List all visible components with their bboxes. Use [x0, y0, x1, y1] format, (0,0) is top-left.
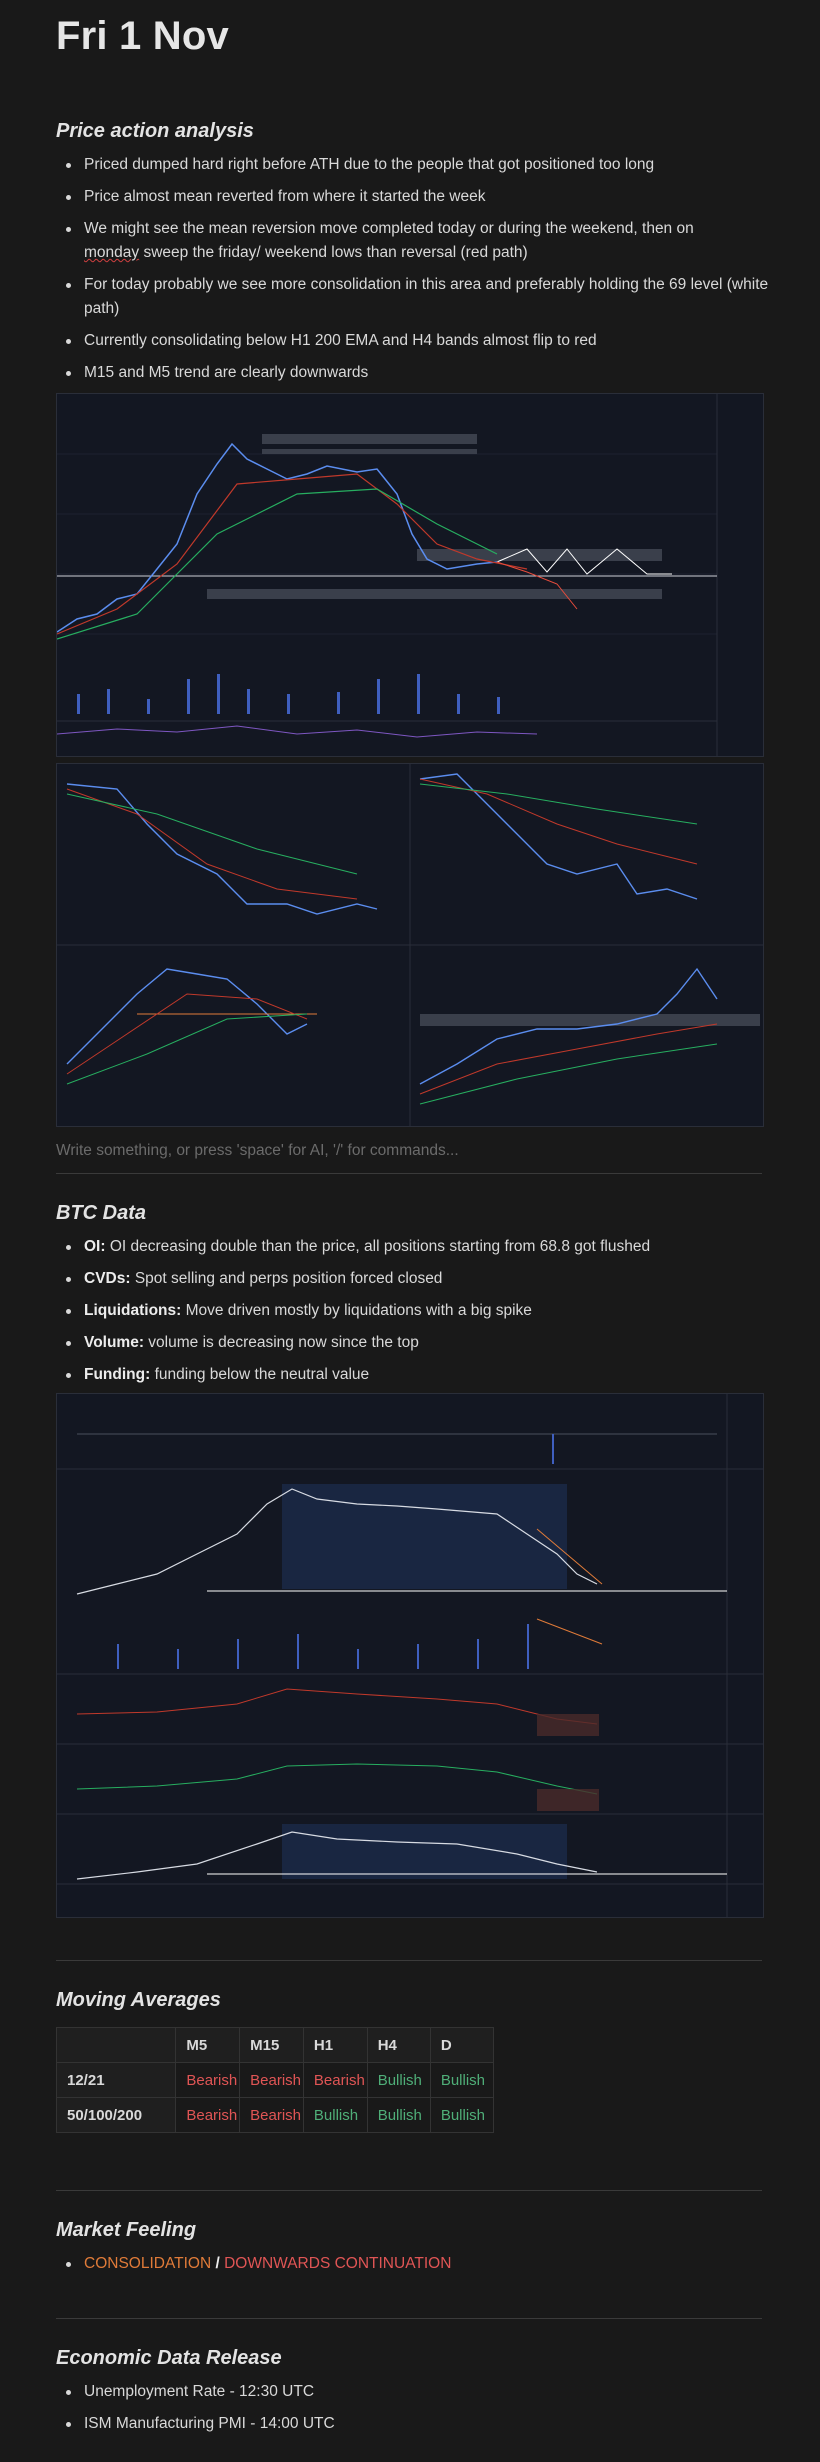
list-item: For today probably we see more consolida… — [66, 273, 774, 321]
btc-data-chart-image[interactable] — [56, 1393, 764, 1918]
heading-btc-data: BTC Data — [56, 1202, 147, 1224]
heading-market-feeling: Market Feeling — [56, 2219, 197, 2241]
editor-placeholder[interactable]: Write something, or press 'space' for AI… — [56, 1142, 459, 1159]
btc-h1-chart-image[interactable] — [56, 393, 764, 757]
row-label: 12/21 — [55, 2062, 177, 2098]
list-item: M15 and M5 trend are clearly downwards — [66, 361, 774, 385]
table-row: 50/100/200 Bearish Bearish Bullish Bulli… — [55, 2097, 495, 2133]
list-item: OI: OI decreasing double than the price,… — [66, 1235, 774, 1259]
divider — [56, 2318, 762, 2319]
list-item: Volume: volume is decreasing now since t… — [66, 1331, 774, 1355]
table-cell: Bullish — [429, 2062, 495, 2098]
item-text: OI decreasing double than the price, all… — [105, 1238, 651, 1255]
row-label: 50/100/200 — [55, 2097, 177, 2133]
table-row: 12/21 Bearish Bearish Bearish Bullish Bu… — [55, 2062, 495, 2098]
list-item: Funding: funding below the neutral value — [66, 1363, 774, 1387]
list-item: Priced dumped hard right before ATH due … — [66, 153, 774, 177]
divider — [56, 2190, 762, 2191]
table-header-cell: M15 — [239, 2027, 304, 2063]
economic-data-list: Unemployment Rate - 12:30 UTC ISM Manufa… — [56, 2380, 774, 2444]
market-feeling-list: CONSOLIDATION / DOWNWARDS CONTINUATION — [56, 2252, 774, 2284]
heading-economic-data: Economic Data Release — [56, 2347, 282, 2369]
chart-graphic — [57, 764, 763, 1126]
list-item: Unemployment Rate - 12:30 UTC — [66, 2380, 774, 2404]
item-label: CVDs: — [84, 1270, 131, 1287]
table-cell: Bearish — [239, 2097, 304, 2133]
feeling-downwards: DOWNWARDS CONTINUATION — [224, 2255, 452, 2272]
table-cell: Bearish — [175, 2097, 241, 2133]
table-cell: Bearish — [175, 2062, 241, 2098]
list-item: Currently consolidating below H1 200 EMA… — [66, 329, 774, 353]
list-item-text: We might see the mean reversion move com… — [84, 220, 694, 237]
misspelled-word: monday — [84, 244, 140, 261]
divider — [56, 1960, 762, 1961]
table-cell: Bearish — [302, 2062, 368, 2098]
table-header-cell: H4 — [366, 2027, 431, 2063]
item-text: funding below the neutral value — [150, 1366, 370, 1383]
table-cell: Bullish — [366, 2062, 431, 2098]
list-item: CONSOLIDATION / DOWNWARDS CONTINUATION — [66, 2252, 774, 2276]
chart-graphic — [57, 394, 718, 756]
table-header-cell: H1 — [302, 2027, 368, 2063]
price-action-list: Priced dumped hard right before ATH due … — [56, 153, 774, 393]
moving-averages-table: M5 M15 H1 H4 D 12/21 Bearish Bearish Bea… — [55, 2027, 495, 2133]
heading-price-action: Price action analysis — [56, 120, 254, 142]
table-cell: Bullish — [429, 2097, 495, 2133]
item-text: Move driven mostly by liquidations with … — [181, 1302, 532, 1319]
table-header-row: M5 M15 H1 H4 D — [55, 2027, 495, 2063]
list-item: Liquidations: Move driven mostly by liqu… — [66, 1299, 774, 1323]
table-header-cell: D — [429, 2027, 495, 2063]
table-header-cell — [55, 2027, 177, 2063]
table-cell: Bullish — [366, 2097, 431, 2133]
divider — [56, 1173, 762, 1174]
list-item: CVDs: Spot selling and perps position fo… — [66, 1267, 774, 1291]
feeling-separator: / — [211, 2255, 225, 2272]
item-label: Funding: — [84, 1366, 151, 1383]
heading-moving-averages: Moving Averages — [56, 1989, 221, 2011]
table-cell: Bearish — [239, 2062, 304, 2098]
btc-multi-timeframe-chart-image[interactable] — [56, 763, 764, 1127]
feeling-consolidation: CONSOLIDATION — [84, 2255, 212, 2272]
chart-graphic — [57, 1394, 763, 1917]
list-item: We might see the mean reversion move com… — [66, 217, 774, 265]
list-item-text: sweep the friday/ weekend lows than reve… — [139, 244, 528, 261]
list-item: ISM Manufacturing PMI - 14:00 UTC — [66, 2412, 774, 2436]
item-text: volume is decreasing now since the top — [144, 1334, 419, 1351]
item-label: OI: — [84, 1238, 106, 1255]
table-header-cell: M5 — [175, 2027, 241, 2063]
list-item: Price almost mean reverted from where it… — [66, 185, 774, 209]
btc-data-list: OI: OI decreasing double than the price,… — [56, 1235, 774, 1395]
item-text: Spot selling and perps position forced c… — [130, 1270, 443, 1287]
item-label: Liquidations: — [84, 1302, 182, 1319]
table-cell: Bullish — [302, 2097, 368, 2133]
item-label: Volume: — [84, 1334, 144, 1351]
page-title: Fri 1 Nov — [56, 14, 229, 58]
